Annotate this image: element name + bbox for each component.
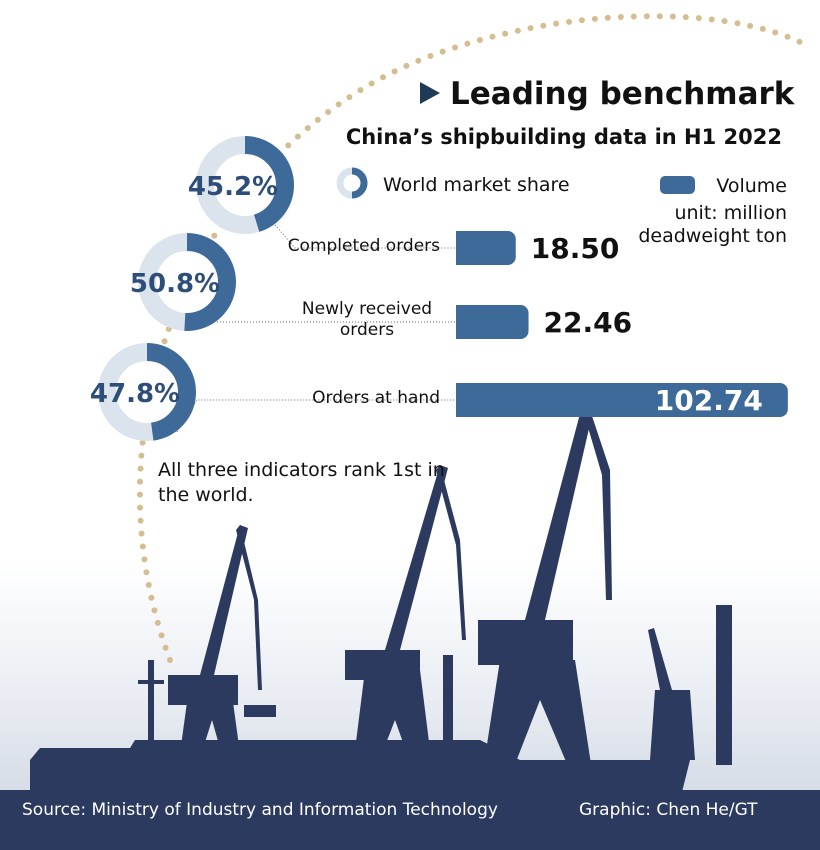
donut-arc [196, 136, 294, 234]
category-label: Completed orders [287, 235, 440, 256]
title: Leading benchmark [450, 76, 796, 112]
bar-left-edge [456, 383, 466, 417]
leader-line [274, 224, 470, 249]
category-label: Orders at hand [312, 387, 440, 408]
donut-label: 47.8% [90, 379, 180, 409]
donut-label: 50.8% [130, 269, 220, 299]
legend-label: Volume [716, 175, 787, 197]
category-label: Newly received orders [301, 299, 433, 340]
credit: Graphic: Chen He/GT [579, 800, 758, 820]
bar-value-label: 102.74 [655, 384, 763, 417]
unit-label: unit: million deadweight ton [638, 202, 787, 247]
bar-value-label: 22.46 [544, 306, 633, 339]
leader-line [176, 399, 470, 433]
bar [456, 305, 529, 339]
donut-arc [138, 233, 236, 331]
legend-donut [351, 167, 368, 199]
note: All three indicators rank 1st in the wor… [158, 459, 445, 506]
bar [456, 231, 516, 265]
donut-arc [98, 343, 196, 441]
legend-bar [660, 176, 695, 194]
bar-left-edge [456, 231, 466, 265]
subtitle: China’s shipbuilding data in H1 2022 [346, 125, 782, 149]
bar-value-label: 18.50 [531, 232, 620, 265]
dotted-arc [136, 13, 803, 663]
legend-label: World market share [383, 174, 570, 196]
bar-left-edge [456, 305, 466, 339]
footer-band [0, 795, 820, 829]
bar [456, 383, 788, 417]
title-marker [420, 82, 440, 104]
source: Source: Ministry of Industry and Informa… [22, 800, 498, 820]
donut-label: 45.2% [188, 172, 278, 202]
